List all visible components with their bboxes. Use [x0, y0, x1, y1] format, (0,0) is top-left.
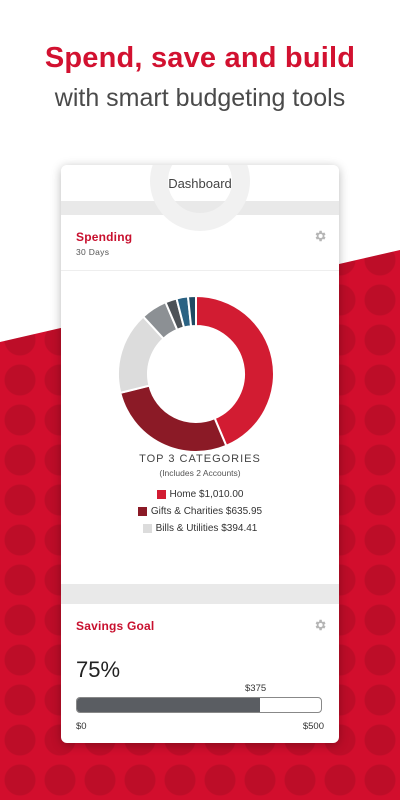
app-header: Dashboard [61, 165, 339, 231]
legend-label: Gifts & Charities $635.95 [150, 506, 263, 517]
legend-item-home: Home $1,010.00 [61, 486, 339, 503]
savings-card-header: Savings Goal [61, 604, 339, 649]
legend-label: Bills & Utilities $394.41 [155, 523, 258, 534]
donut-slice-0 [195, 294, 275, 448]
savings-title: Savings Goal [76, 619, 155, 633]
legend-swatch [156, 490, 166, 499]
legend-item-gifts: Gifts & Charities $635.95 [61, 503, 339, 520]
spending-period: 30 Days [76, 247, 110, 257]
savings-percent: 75% [76, 657, 121, 682]
promo-subheadline: with smart budgeting tools [54, 84, 346, 112]
section-divider [61, 584, 339, 604]
spending-card-header[interactable]: Spending 30 Days [61, 215, 339, 271]
gear-icon[interactable] [313, 229, 327, 243]
savings-progress-bar [76, 697, 322, 713]
app-title: Dashboard [168, 175, 232, 191]
legend-label: Home $1,010.00 [169, 489, 244, 500]
legend-item-bills: Bills & Utilities $394.41 [61, 520, 339, 537]
gear-icon[interactable] [313, 618, 327, 632]
spending-title: Spending [76, 230, 133, 244]
savings-current-amount: $375 [245, 683, 267, 694]
top-categories-subtitle: (Includes 2 Accounts) [159, 468, 241, 478]
donut-slice-6 [186, 294, 197, 328]
legend-swatch [142, 524, 152, 533]
savings-min-label: $0 [76, 721, 87, 732]
savings-max-label: $500 [302, 721, 324, 732]
spending-donut-chart [117, 294, 275, 453]
legend-swatch [137, 507, 147, 516]
phone-screen: Dashboard Spending 30 Days TOP 3 CATEGOR… [61, 165, 339, 743]
promo-headline: Spend, save and build [44, 42, 356, 74]
spending-chart [61, 271, 339, 453]
savings-goal-card[interactable]: Savings Goal 75% $375 $0 $500 [61, 604, 339, 743]
donut-slice-1 [119, 384, 228, 453]
savings-progress-fill [77, 698, 260, 712]
top-categories-title: TOP 3 CATEGORIES [139, 453, 261, 465]
category-legend: Home $1,010.00 Gifts & Charities $635.95… [61, 486, 339, 537]
